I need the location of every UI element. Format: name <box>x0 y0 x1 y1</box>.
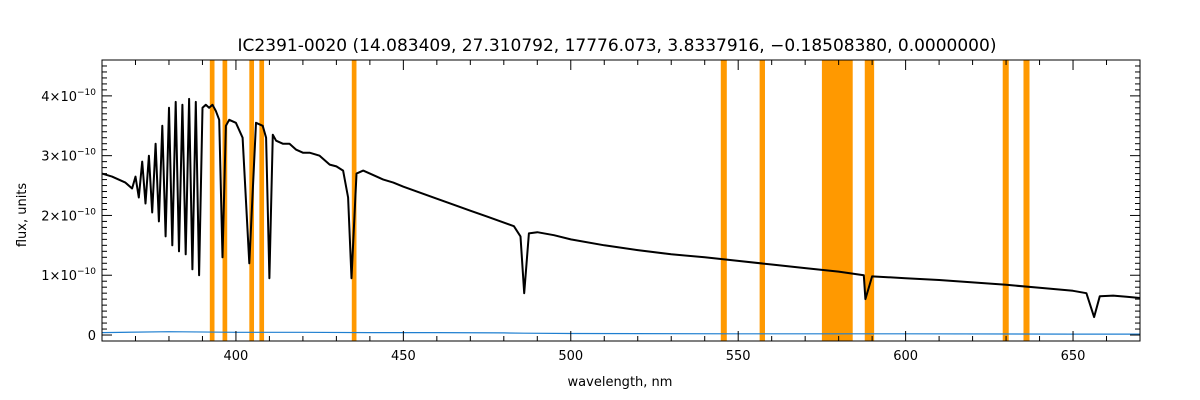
x-tick-label: 650 <box>1061 349 1086 364</box>
x-tick-label: 550 <box>726 349 751 364</box>
masked-region-6 <box>759 60 765 341</box>
masked-region-0 <box>209 60 215 341</box>
y-tick-label: 4×10−10 <box>41 88 96 105</box>
y-tick-label: 0 <box>88 329 96 344</box>
y-tick-label: 1×10−10 <box>41 267 96 284</box>
error-series-line <box>101 331 1140 335</box>
y-tick-label: 3×10−10 <box>41 148 96 165</box>
masked-region-9 <box>1002 60 1009 341</box>
chart-title: IC2391-0020 (14.083409, 27.310792, 17776… <box>238 36 997 56</box>
masked-region-3 <box>259 60 265 341</box>
masked-regions <box>209 60 1030 341</box>
plot-frame <box>101 59 1141 342</box>
x-tick-label: 450 <box>391 349 416 364</box>
x-axis-label: wavelength, nm <box>568 375 673 390</box>
masked-region-8 <box>864 60 875 341</box>
masked-region-10 <box>1023 60 1030 341</box>
masked-region-7 <box>821 60 853 341</box>
x-tick-label: 600 <box>893 349 918 364</box>
y-axis-label: flux, units <box>15 183 30 248</box>
x-tick-label: 500 <box>558 349 583 364</box>
y-axis: 0 1×10−10 2×10−10 3×10−10 4×10−10 <box>41 59 1140 344</box>
y-tick-label: 2×10−10 <box>41 207 96 224</box>
error-series <box>101 331 1140 335</box>
masked-region-5 <box>720 60 727 341</box>
x-axis: 400 450 500 550 600 650 <box>101 60 1141 364</box>
flux-series-line <box>101 97 1141 319</box>
x-tick-label: 400 <box>224 349 249 364</box>
flux-series <box>101 97 1141 319</box>
masked-region-4 <box>351 60 357 341</box>
